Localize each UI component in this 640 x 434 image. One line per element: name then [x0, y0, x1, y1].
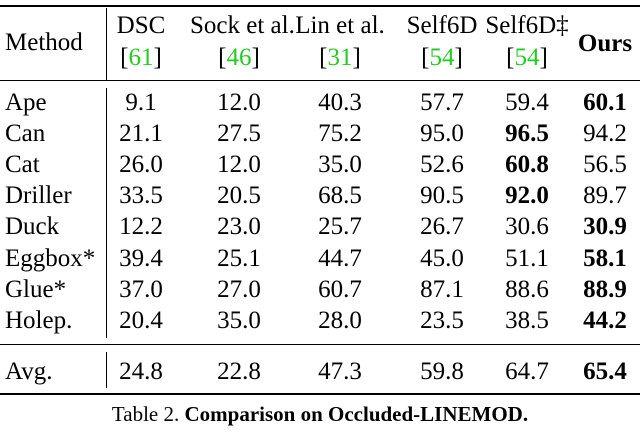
header-vertical-rule [106, 8, 107, 80]
table-row-6-value: 87.1 [420, 276, 464, 303]
table-row-0-label: Ape [5, 89, 47, 116]
table-row-4-label: Duck [5, 213, 60, 240]
column-citation-0: [61] [120, 44, 162, 71]
table-row-6-value: 27.0 [217, 276, 261, 303]
average-row-value: 24.8 [119, 358, 163, 385]
caption-title: Comparison on Occluded-LINEMOD. [184, 402, 529, 426]
average-row-value: 22.8 [217, 358, 261, 385]
table-row-0-value: 12.0 [217, 89, 261, 116]
table-row-1-value: 95.0 [420, 120, 464, 147]
citation-number[interactable]: 31 [327, 44, 353, 71]
table-row-5-value: 25.1 [217, 245, 261, 272]
average-row-value: 65.4 [583, 358, 627, 385]
results-table: Method DSC [61] Sock et al. [46] Lin et al. [… [0, 5, 640, 395]
header-rule [0, 80, 640, 81]
table-row-3-value: 89.7 [583, 182, 627, 209]
table-row-2-label: Cat [5, 151, 40, 178]
table-row-7-value: 35.0 [217, 307, 261, 334]
citation-number[interactable]: 46 [226, 44, 252, 71]
table-row-3-value: 33.5 [119, 182, 163, 209]
top-rule [0, 5, 640, 7]
caption-prefix: Table 2. [111, 402, 180, 426]
average-row-value: 47.3 [318, 358, 362, 385]
table-row-6-label: Glue* [5, 276, 67, 303]
table-row-7-label: Holep. [5, 307, 73, 334]
table-row-4-value: 30.6 [505, 213, 549, 240]
citation-number[interactable]: 54 [514, 44, 540, 71]
column-header-4: Self6D‡ [485, 12, 569, 39]
table-row-4-value: 12.2 [119, 213, 163, 240]
table-row-7-value: 23.5 [420, 307, 464, 334]
table-row-2-value: 52.6 [420, 151, 464, 178]
table-row-2-value: 35.0 [318, 151, 362, 178]
column-header-5: Ours [577, 30, 633, 57]
column-header-2: Lin et al. [295, 12, 385, 39]
bottom-rule [0, 393, 640, 395]
citation-number[interactable]: 54 [429, 44, 455, 71]
table-row-1-value: 94.2 [583, 120, 627, 147]
column-header-1: Sock et al. [190, 12, 295, 39]
table-row-3-value: 68.5 [318, 182, 362, 209]
avg-vertical-rule [106, 352, 107, 388]
table-row-0-value: 57.7 [420, 89, 464, 116]
table-row-6-value: 60.7 [318, 276, 362, 303]
table-row-2-value: 12.0 [217, 151, 261, 178]
table-row-1-value: 75.2 [318, 120, 362, 147]
table-row-4-value: 25.7 [318, 213, 362, 240]
table-row-0-value: 60.1 [583, 89, 627, 116]
table-row-1-value: 96.5 [505, 120, 549, 147]
table-row-4-value: 30.9 [583, 213, 627, 240]
body-vertical-rule [106, 88, 107, 338]
table-row-2-value: 56.5 [583, 151, 627, 178]
table-row-2-value: 60.8 [505, 151, 549, 178]
citation-number[interactable]: 61 [128, 44, 154, 71]
column-citation-3: [54] [421, 44, 463, 71]
column-header-3: Self6D [406, 12, 478, 39]
table-row-3-value: 92.0 [505, 182, 549, 209]
table-row-7-value: 38.5 [505, 307, 549, 334]
table-row-3-label: Driller [5, 182, 72, 209]
table-row-1-value: 27.5 [217, 120, 261, 147]
table-row-0-value: 59.4 [505, 89, 549, 116]
table-row-6-value: 37.0 [119, 276, 163, 303]
table-row-4-value: 26.7 [420, 213, 464, 240]
table-row-6-value: 88.6 [505, 276, 549, 303]
column-citation-4: [54] [506, 44, 548, 71]
table-row-7-value: 28.0 [318, 307, 362, 334]
table-row-2-value: 26.0 [119, 151, 163, 178]
table-row-1-label: Can [5, 120, 46, 147]
average-row-label: Avg. [5, 358, 53, 385]
table-row-5-value: 39.4 [119, 245, 163, 272]
table-row-5-value: 45.0 [420, 245, 464, 272]
table-row-7-value: 20.4 [119, 307, 163, 334]
table-row-3-value: 90.5 [420, 182, 464, 209]
average-row-value: 59.8 [420, 358, 464, 385]
table-row-5-value: 58.1 [583, 245, 627, 272]
column-citation-2: [31] [319, 44, 361, 71]
table-row-4-value: 23.0 [217, 213, 261, 240]
method-header: Method [5, 29, 83, 56]
column-citation-1: [46] [218, 44, 260, 71]
table-row-5-value: 51.1 [505, 245, 549, 272]
average-row-value: 64.7 [505, 358, 549, 385]
table-row-3-value: 20.5 [217, 182, 261, 209]
table-row-1-value: 21.1 [119, 120, 163, 147]
avg-rule [0, 344, 640, 345]
table-row-5-label: Eggbox* [5, 245, 96, 272]
table-row-0-value: 9.1 [125, 89, 157, 116]
table-row-6-value: 88.9 [583, 276, 627, 303]
table-row-0-value: 40.3 [318, 89, 362, 116]
column-header-0: DSC [116, 12, 166, 39]
table-caption: Table 2. Comparison on Occluded-LINEMOD. [0, 404, 640, 425]
table-row-7-value: 44.2 [583, 307, 627, 334]
table-row-5-value: 44.7 [318, 245, 362, 272]
